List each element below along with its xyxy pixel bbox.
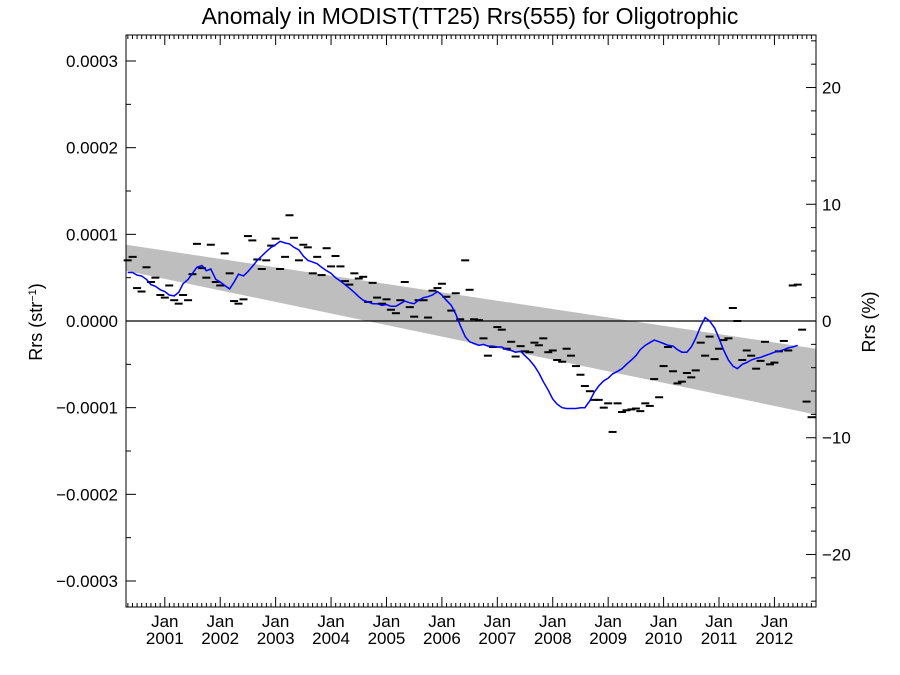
x-tick-year: 2010 xyxy=(645,629,683,648)
y-axis-left-label-base: Rrs (str xyxy=(26,302,46,361)
x-tick-year: 2002 xyxy=(201,629,239,648)
x-tick-year: 2008 xyxy=(534,629,572,648)
y-left-tick-label: 0.0003 xyxy=(66,52,118,71)
y-right-tick-label: 0 xyxy=(822,312,831,331)
trend-band-layer xyxy=(126,244,816,415)
y-left-tick-label: 0.0002 xyxy=(66,139,118,158)
y-left-tick-layer: 0.0003 0.0002 0.0001 0.0000 −0.0001 −0.0002 −0… xyxy=(56,52,136,591)
y-right-tick-label: −10 xyxy=(822,429,851,448)
x-tick-year: 2004 xyxy=(312,629,350,648)
x-tick-month: Jan xyxy=(484,612,511,631)
x-tick-month: Jan xyxy=(650,612,677,631)
y-right-tick-label: −20 xyxy=(822,545,851,564)
x-tick-month: Jan xyxy=(428,612,455,631)
y-left-tick-label: −0.0001 xyxy=(56,399,118,418)
y-left-tick-label: −0.0003 xyxy=(56,572,118,591)
y-right-tick-label: 20 xyxy=(822,79,841,98)
x-tick-month: Jan xyxy=(705,612,732,631)
smoothed-series-layer xyxy=(127,240,798,410)
chart-title: Anomaly in MODIST(TT25) Rrs(555) for Oli… xyxy=(202,3,739,29)
x-tick-year: 2012 xyxy=(756,629,794,648)
x-tick-month: Jan xyxy=(317,612,344,631)
y-axis-left-label: Rrs (str−1) xyxy=(26,283,46,361)
y-axis-right-label: Rrs (%) xyxy=(859,292,879,353)
x-tick-year: 2011 xyxy=(701,629,738,648)
x-tick-month: Jan xyxy=(207,612,234,631)
y-right-tick-label: 10 xyxy=(822,195,841,214)
trend-band xyxy=(126,244,816,415)
x-tick-year: 2005 xyxy=(368,629,406,648)
y-right-tick-layer: 20 10 0 −10 −20 xyxy=(806,40,851,602)
x-tick-layer: Jan2001Jan2002Jan2003Jan2004Jan2005Jan20… xyxy=(127,35,817,648)
x-tick-year: 2009 xyxy=(589,629,627,648)
x-tick-year: 2006 xyxy=(423,629,461,648)
x-tick-month: Jan xyxy=(539,612,566,631)
smoothed-line xyxy=(127,240,798,410)
x-tick-year: 2003 xyxy=(257,629,295,648)
monthly-points-layer xyxy=(123,214,816,433)
x-tick-month: Jan xyxy=(151,612,178,631)
x-tick-month: Jan xyxy=(594,612,621,631)
x-tick-year: 2001 xyxy=(146,629,184,648)
x-tick-month: Jan xyxy=(761,612,788,631)
x-tick-month: Jan xyxy=(373,612,400,631)
y-left-tick-label: 0.0001 xyxy=(66,225,118,244)
y-left-tick-label: −0.0002 xyxy=(56,485,118,504)
y-axis-left-label-sup: −1 xyxy=(27,289,39,302)
x-tick-month: Jan xyxy=(262,612,289,631)
y-axis-left-label-end: ) xyxy=(26,283,46,289)
x-tick-year: 2007 xyxy=(478,629,516,648)
y-left-tick-label: 0.0000 xyxy=(66,312,118,331)
